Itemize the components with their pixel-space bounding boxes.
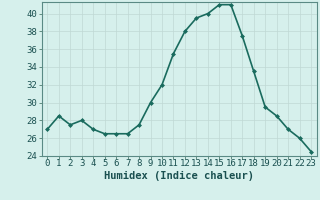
- X-axis label: Humidex (Indice chaleur): Humidex (Indice chaleur): [104, 171, 254, 181]
